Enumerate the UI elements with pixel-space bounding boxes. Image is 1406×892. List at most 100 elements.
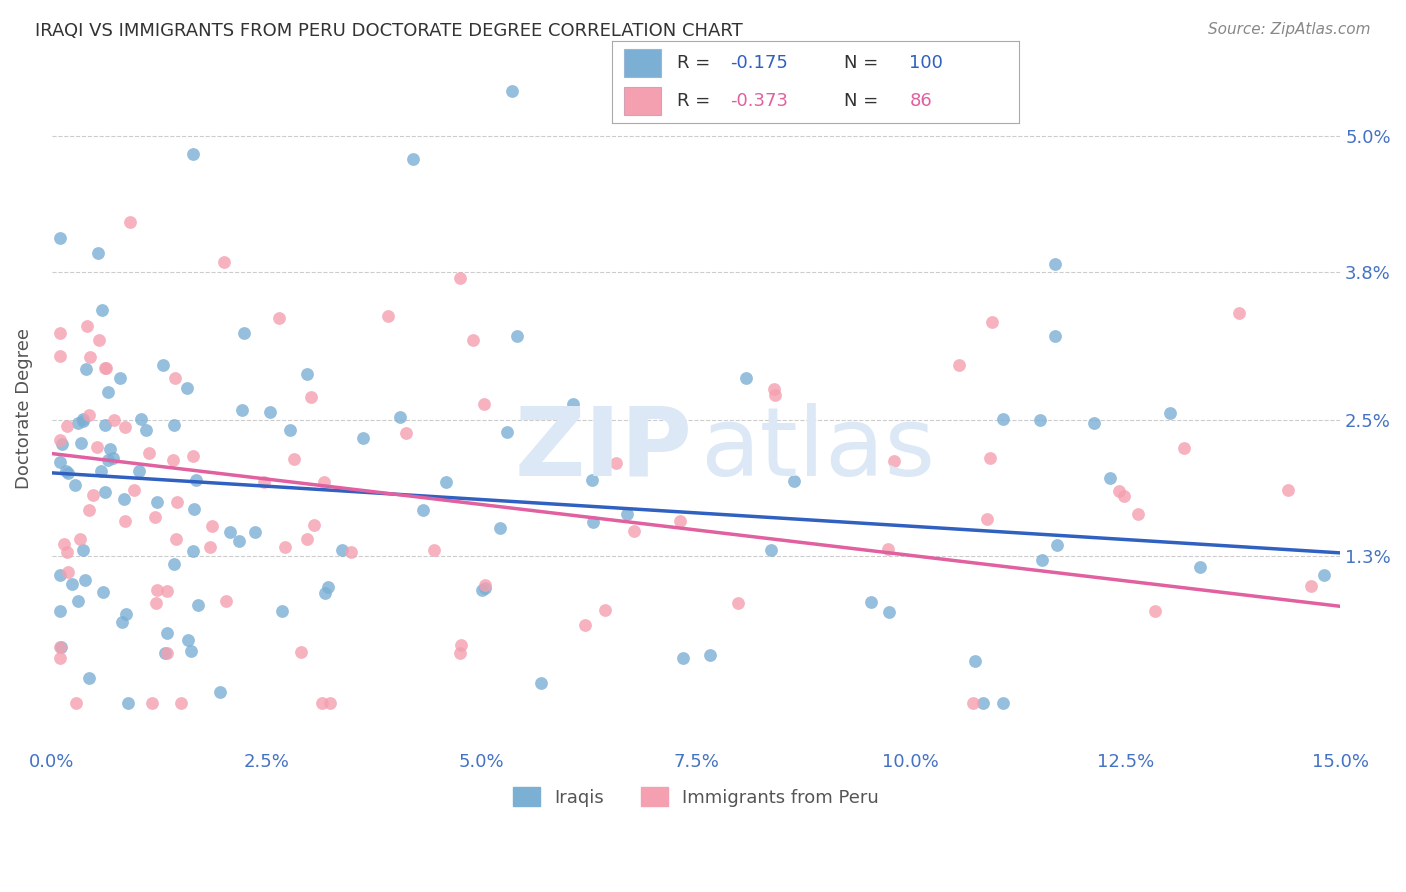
Point [162,453,184,467]
Point [377,309,399,323]
Point [89,333,111,347]
Point [463,334,485,348]
Point [759,542,782,557]
Point [56,467,79,481]
Bar [624,87,661,115]
Point [965,655,987,669]
Point [245,525,267,540]
Point [72,542,94,557]
Point [1173,442,1195,456]
Point [295,532,318,546]
Text: R =: R = [676,54,716,72]
Point [111,615,134,630]
Point [165,533,187,547]
Text: IRAQI VS IMMIGRANTS FROM PERU DOCTORATE DEGREE CORRELATION CHART: IRAQI VS IMMIGRANTS FROM PERU DOCTORATE … [35,22,742,40]
Point [53,537,76,551]
Point [86,440,108,454]
Point [1159,406,1181,420]
Point [530,676,553,690]
Point [669,514,692,528]
Point [616,507,638,521]
Point [316,580,339,594]
Point [283,452,305,467]
Point [176,381,198,395]
Point [163,370,186,384]
Point [1108,483,1130,498]
Point [1099,470,1122,484]
Point [117,696,139,710]
Point [101,450,124,465]
Point [146,583,169,598]
Point [581,473,603,487]
Point [79,350,101,364]
Point [1144,604,1167,618]
Point [1045,257,1067,271]
Point [605,456,627,470]
Point [311,696,333,710]
Point [201,519,224,533]
Point [69,436,91,450]
Point [72,412,94,426]
Point [450,639,472,653]
Point [155,646,177,660]
Point [561,397,583,411]
Point [49,326,72,340]
Point [49,640,72,654]
Point [114,420,136,434]
Point [962,696,984,710]
Point [762,382,785,396]
Point [181,147,204,161]
Point [278,423,301,437]
Point [180,644,202,658]
Point [49,230,72,244]
Point [166,494,188,508]
Point [979,451,1001,466]
Point [51,437,73,451]
Point [1188,559,1211,574]
Point [118,215,141,229]
Point [49,349,72,363]
Point [156,625,179,640]
Bar [624,49,661,77]
Point [56,418,79,433]
Point [49,455,72,469]
Point [228,533,250,548]
Text: R =: R = [676,92,716,110]
Point [488,521,510,535]
Point [145,596,167,610]
Point [186,473,208,487]
Point [156,583,179,598]
Point [582,515,605,529]
Point [97,384,120,399]
Text: atlas: atlas [700,402,935,496]
Point [91,584,114,599]
Point [75,574,97,588]
Point [76,319,98,334]
Point [727,596,749,610]
Text: N =: N = [844,54,884,72]
Point [66,416,89,430]
Point [1083,416,1105,430]
Point [253,475,276,489]
Point [271,604,294,618]
Point [56,545,79,559]
Point [339,545,361,559]
Point [314,586,336,600]
Text: Source: ZipAtlas.com: Source: ZipAtlas.com [1208,22,1371,37]
Point [1045,538,1067,552]
Point [152,358,174,372]
Point [302,518,325,533]
Point [66,594,89,608]
Point [860,595,883,609]
Point [56,566,79,580]
Point [49,604,72,618]
Point [176,632,198,647]
Point [412,503,434,517]
Point [128,464,150,478]
Point [981,315,1004,329]
Point [495,425,517,439]
Point [783,475,806,489]
Point [90,463,112,477]
Point [198,540,221,554]
Point [401,152,423,166]
